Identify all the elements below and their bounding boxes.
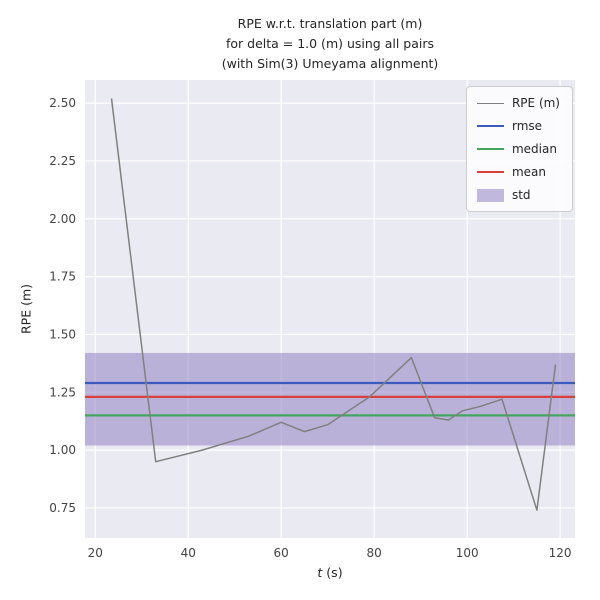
legend-label: RPE (m) <box>511 96 560 110</box>
rpe-m-series-line <box>110 98 557 511</box>
x-tick-label: 100 <box>456 546 479 560</box>
legend-label: rmse <box>511 119 543 133</box>
x-tick-label: 20 <box>88 546 103 560</box>
x-axis-label-unit: (s) <box>322 565 343 580</box>
legend-item-median: median <box>476 142 560 156</box>
std-band <box>85 352 575 446</box>
legend-label: median <box>511 142 557 156</box>
y-tick-label: 0.75 <box>49 501 76 515</box>
legend-label: mean <box>511 165 546 179</box>
legend-item-rmse: rmse <box>476 119 560 133</box>
legend-label: std <box>511 188 531 202</box>
y-tick-label: 2.00 <box>49 212 76 226</box>
y-tick-label: 1.25 <box>49 385 76 399</box>
y-tick-label: 1.50 <box>49 327 76 341</box>
x-tick-label: 60 <box>274 546 289 560</box>
y-tick-label: 2.50 <box>49 96 76 110</box>
x-tick-label: 80 <box>367 546 382 560</box>
y-tick-label: 1.00 <box>49 443 76 457</box>
x-tick-label: 40 <box>181 546 196 560</box>
y-tick-label: 1.75 <box>49 270 76 284</box>
legend-sample-line-icon <box>476 171 504 173</box>
legend-sample-line-icon <box>476 125 504 127</box>
chart-title: RPE w.r.t. translation part (m) for delt… <box>85 14 575 74</box>
x-axis-label-variable: t <box>317 565 323 580</box>
legend-sample-band-icon <box>476 188 504 202</box>
x-axis-label: t (s) <box>85 565 575 580</box>
legend-sample-line-icon <box>476 102 504 104</box>
legend: RPE (m) rmse median mean std <box>465 86 573 212</box>
chart-title-line-1: RPE w.r.t. translation part (m) <box>237 16 423 31</box>
legend-item-rpe-m: RPE (m) <box>476 96 560 110</box>
x-tick-label: 120 <box>549 546 572 560</box>
y-tick-label: 2.25 <box>49 154 76 168</box>
chart-title-line-3: (with Sim(3) Umeyama alignment) <box>221 56 439 71</box>
legend-sample-line-icon <box>476 148 504 150</box>
legend-item-std: std <box>476 188 560 202</box>
legend-item-mean: mean <box>476 165 560 179</box>
chart-title-line-2: for delta = 1.0 (m) using all pairs <box>225 36 435 51</box>
